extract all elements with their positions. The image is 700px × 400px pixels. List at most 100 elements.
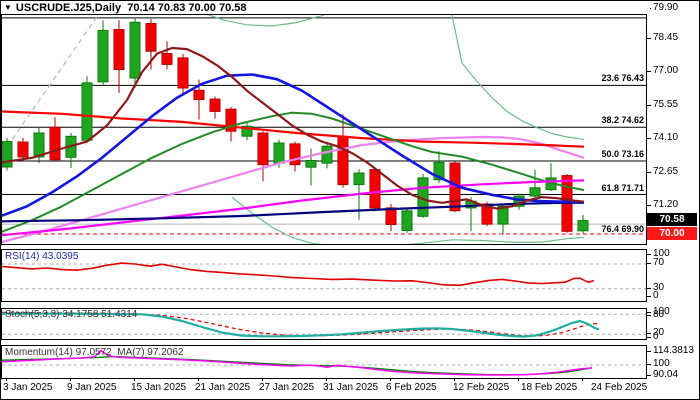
price-axis-label: 78.45 [653, 31, 679, 43]
main-price-panel[interactable] [1, 14, 647, 245]
envelope-upper-band [206, 15, 326, 27]
momentum-indicator-label: Momentum(14) 97.0572 MA(7) 97.2062 [5, 347, 184, 358]
date-axis-tick [390, 378, 391, 381]
axis-tick [647, 333, 651, 334]
candle [289, 141, 301, 172]
date-axis-label: 21 Jan 2025 [195, 382, 251, 393]
trendline-dashed [2, 15, 99, 155]
fibonacci-level-label: 61.8 71.71 [601, 182, 644, 193]
axis-tick [647, 288, 651, 289]
date-axis-label: 6 Feb 2025 [386, 382, 437, 393]
candle [209, 96, 221, 119]
envelope-upper-band [451, 15, 585, 140]
momentum-panel[interactable] [1, 345, 647, 379]
axis-tick [647, 71, 651, 73]
axis-tick [647, 364, 651, 365]
date-axis-tick [582, 378, 583, 381]
date-axis-label: 18 Feb 2025 [521, 382, 578, 393]
date-axis-label: 31 Jan 2025 [323, 382, 379, 393]
stochastic-panel[interactable] [1, 308, 647, 340]
candle [417, 173, 429, 218]
axis-tick [647, 205, 651, 207]
candle [529, 169, 541, 199]
stochastic-indicator-label: Stoch(5,3,3) 34.1758 51.4314 [5, 309, 138, 320]
axis-tick [647, 254, 651, 255]
candle [33, 127, 45, 164]
axis-tick [647, 312, 651, 313]
candle [177, 53, 189, 95]
candle [161, 41, 173, 70]
candle [577, 214, 589, 234]
axis-tick [647, 375, 651, 376]
date-axis-tick [262, 378, 263, 381]
date-axis-label: 24 Feb 2025 [591, 382, 648, 393]
momentum-canvas[interactable] [2, 346, 646, 378]
chart-symbol-title: USCRUDE.J25,Daily 70.14 70.83 70.00 70.5… [15, 1, 247, 14]
date-axis-label: 9 Jan 2025 [67, 382, 117, 393]
price-axis-label: 72.65 [653, 165, 679, 177]
rsi-canvas[interactable] [2, 250, 646, 301]
candle [2, 138, 13, 171]
indicator-axis-label: 100 [653, 248, 670, 259]
candle [49, 117, 61, 162]
price-axis-label: 77.00 [653, 65, 679, 77]
axis-tick [647, 296, 651, 297]
chart-title-bar: ▼ USCRUDE.J25,Daily 70.14 70.83 70.00 70… [1, 1, 650, 14]
candle [17, 137, 29, 162]
indicator-axis-label: 20 [653, 327, 665, 338]
ma-green-line [2, 111, 585, 233]
candle [497, 204, 509, 235]
bid-price-badge: 70.58 [647, 213, 697, 226]
indicator-axis-label: 114.3813 [653, 345, 694, 356]
price-chart-canvas[interactable] [2, 15, 646, 244]
date-axis-tick [454, 378, 455, 381]
fibonacci-level-label: 23.6 76.43 [601, 73, 644, 84]
fibonacci-level-label: 38.2 74.62 [601, 115, 644, 126]
indicator-axis-label: 80 [653, 308, 665, 320]
chart-ohlc-values: 70.14 70.83 70.00 70.58 [127, 1, 247, 14]
indicator-axis-label: 70 [653, 257, 665, 268]
date-axis-tick [134, 378, 135, 381]
rsi-panel[interactable] [1, 249, 647, 302]
stochastic-canvas[interactable] [2, 309, 646, 339]
fibonacci-level-label: 76.4 69.90 [601, 224, 644, 235]
indicator-axis-label: 100 [653, 358, 670, 369]
rsi-indicator-label: RSI(14) 43.0395 [5, 251, 79, 262]
ma-navy-line [2, 201, 584, 223]
date-axis-tick [518, 378, 519, 381]
price-axis-label: 75.55 [653, 98, 679, 110]
horizontal-line-price-badge: 70.00 [647, 227, 697, 240]
ma-maroon-line [2, 46, 585, 210]
axis-tick [647, 171, 651, 173]
candle [401, 207, 413, 233]
axis-tick [647, 351, 651, 352]
axis-tick [647, 37, 651, 39]
candle [65, 133, 77, 168]
date-axis-tick [198, 378, 199, 381]
momentum-ma-label: MA(7) 97.2062 [117, 347, 184, 358]
candle [321, 143, 333, 169]
candle [113, 20, 125, 93]
axis-tick [647, 336, 651, 338]
price-axis-label: 74.10 [653, 132, 679, 144]
indicator-axis-label: 100 [653, 306, 670, 317]
stoch-main-line [2, 312, 600, 338]
candle [369, 168, 381, 212]
rsi-line [2, 262, 595, 287]
date-axis-tick [6, 378, 7, 381]
date-axis-label: 12 Feb 2025 [453, 382, 510, 393]
price-axis-label: 71.20 [653, 199, 679, 211]
candle [241, 121, 253, 141]
axis-tick [647, 314, 651, 316]
date-axis-label: 15 Jan 2025 [131, 382, 187, 393]
axis-tick [647, 263, 651, 264]
candle [257, 131, 269, 182]
date-axis-label: 27 Jan 2025 [259, 382, 315, 393]
indicator-axis-label: 0 [653, 330, 659, 342]
date-axis-tick [326, 378, 327, 381]
candle [225, 106, 237, 142]
fibonacci-level-label: 50.0 73.16 [601, 149, 644, 159]
indicator-axis-label: 90.04 [653, 369, 679, 380]
chevron-down-icon[interactable]: ▼ [4, 2, 12, 12]
